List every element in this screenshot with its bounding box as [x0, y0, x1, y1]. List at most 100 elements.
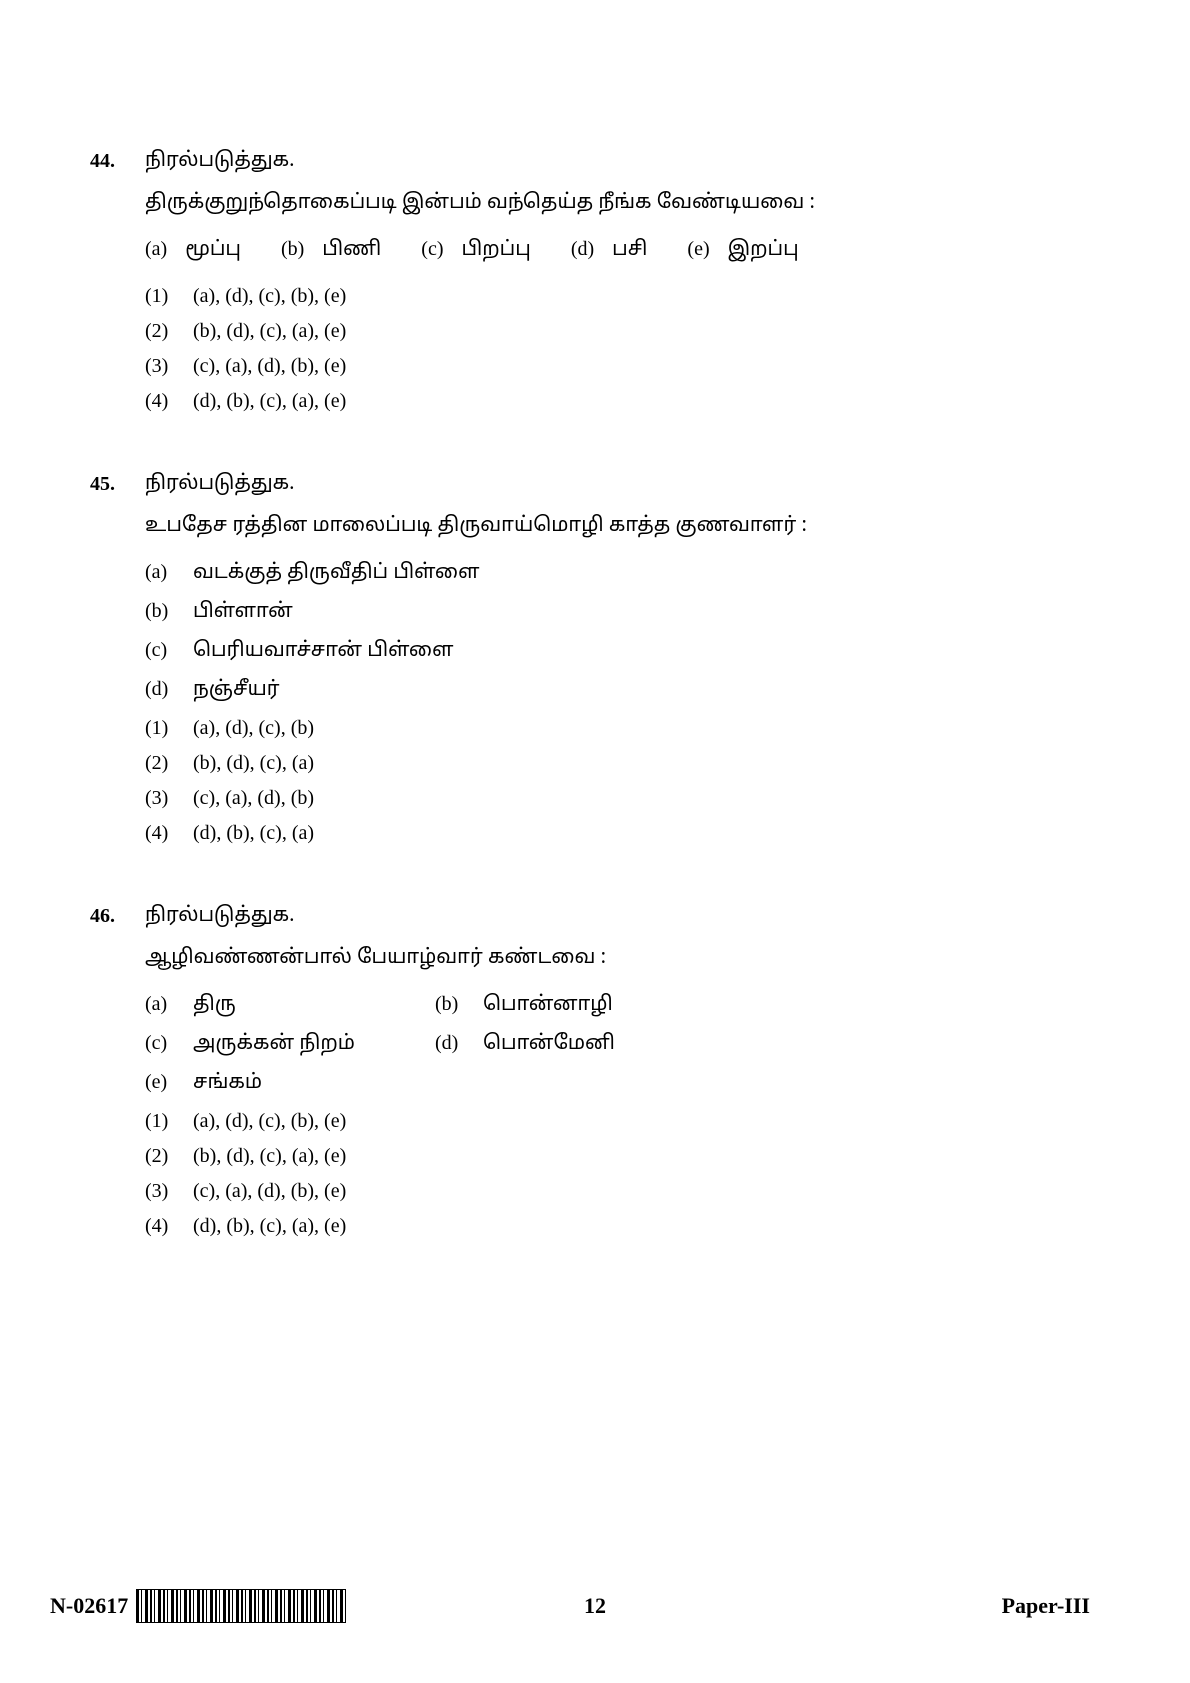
- item-text: மூப்பு: [185, 239, 241, 263]
- page-number: 12: [584, 1593, 606, 1619]
- item-a: (a) மூப்பு: [145, 238, 241, 263]
- item-row: (c) அருக்கன் நிறம் (d) பொன்மேனி: [145, 1032, 1090, 1057]
- question-number: 46.: [90, 905, 145, 928]
- answer-list: (1) (a), (d), (c), (b) (2) (b), (d), (c)…: [145, 717, 1090, 845]
- item-d: (d) பொன்மேனி: [435, 1032, 725, 1057]
- item-label: (c): [145, 639, 193, 662]
- page-footer: N-02617 12 Paper-III: [0, 1589, 1190, 1623]
- paper-label: Paper-III: [1002, 1593, 1090, 1619]
- answer-label: (2): [145, 320, 193, 343]
- item-b: (b) பிள்ளான்: [145, 600, 1090, 625]
- answer-option: (2) (b), (d), (c), (a), (e): [145, 1145, 1090, 1168]
- barcode-icon: [136, 1589, 346, 1623]
- item-text: பிள்ளான்: [193, 601, 293, 625]
- question-subtitle: திருக்குறுந்தொகைப்படி இன்பம் வந்தெய்த நீ…: [145, 192, 1090, 216]
- answer-text: (a), (d), (c), (b), (e): [193, 1110, 346, 1133]
- item-label: (c): [421, 238, 443, 261]
- item-label: (b): [145, 600, 193, 623]
- item-row: (a) திரு (b) பொன்னாழி: [145, 993, 1090, 1018]
- item-b: (b) பொன்னாழி: [435, 993, 725, 1018]
- answer-text: (c), (a), (d), (b), (e): [193, 1180, 346, 1203]
- answer-option: (4) (d), (b), (c), (a), (e): [145, 390, 1090, 413]
- item-text: வடக்குத் திருவீதிப் பிள்ளை: [193, 562, 480, 586]
- question-44: 44. நிரல்படுத்துக. திருக்குறுந்தொகைப்படி…: [90, 150, 1090, 413]
- item-e: (e) இறப்பு: [687, 238, 798, 263]
- item-label: (c): [145, 1032, 193, 1055]
- paper-code: N-02617: [50, 1593, 128, 1619]
- item-c: (c) பிறப்பு: [421, 238, 531, 263]
- item-text: சங்கம்: [193, 1072, 262, 1096]
- question-subtitle: உபதேச ரத்தின மாலைப்படி திருவாய்மொழி காத்…: [145, 515, 1090, 539]
- item-label: (a): [145, 561, 193, 584]
- question-header: 45. நிரல்படுத்துக.: [90, 473, 1090, 497]
- answer-label: (2): [145, 1145, 193, 1168]
- answer-option: (3) (c), (a), (d), (b): [145, 787, 1090, 810]
- item-label: (e): [145, 1071, 193, 1094]
- question-body: ஆழிவண்ணன்பால் பேயாழ்வார் கண்டவை : (a) தி…: [145, 947, 1090, 1238]
- item-text: பொன்னாழி: [483, 994, 613, 1018]
- item-row: (e) சங்கம்: [145, 1071, 1090, 1096]
- item-c: (c) அருக்கன் நிறம்: [145, 1032, 435, 1057]
- answer-text: (b), (d), (c), (a), (e): [193, 320, 346, 343]
- answer-label: (2): [145, 752, 193, 775]
- item-label: (d): [571, 238, 594, 261]
- item-label: (a): [145, 993, 193, 1016]
- answer-option: (2) (b), (d), (c), (a): [145, 752, 1090, 775]
- answer-label: (4): [145, 390, 193, 413]
- question-45: 45. நிரல்படுத்துக. உபதேச ரத்தின மாலைப்பட…: [90, 473, 1090, 845]
- item-text: பிணி: [322, 239, 381, 263]
- answer-text: (b), (d), (c), (a), (e): [193, 1145, 346, 1168]
- answer-label: (1): [145, 1110, 193, 1133]
- answer-option: (4) (d), (b), (c), (a): [145, 822, 1090, 845]
- item-label: (d): [435, 1032, 483, 1055]
- item-text: அருக்கன் நிறம்: [193, 1033, 355, 1057]
- question-header: 44. நிரல்படுத்துக.: [90, 150, 1090, 174]
- answer-option: (3) (c), (a), (d), (b), (e): [145, 1180, 1090, 1203]
- answer-text: (c), (a), (d), (b), (e): [193, 355, 346, 378]
- answer-text: (c), (a), (d), (b): [193, 787, 314, 810]
- answer-option: (1) (a), (d), (c), (b): [145, 717, 1090, 740]
- question-title: நிரல்படுத்துக.: [145, 905, 1090, 929]
- question-46: 46. நிரல்படுத்துக. ஆழிவண்ணன்பால் பேயாழ்வ…: [90, 905, 1090, 1238]
- item-label: (b): [281, 238, 304, 261]
- item-d: (d) பசி: [571, 238, 648, 263]
- item-label: (a): [145, 238, 167, 261]
- item-list: (a) வடக்குத் திருவீதிப் பிள்ளை (b) பிள்ள…: [145, 561, 1090, 703]
- answer-option: (1) (a), (d), (c), (b), (e): [145, 1110, 1090, 1133]
- answer-text: (d), (b), (c), (a): [193, 822, 314, 845]
- answer-label: (3): [145, 787, 193, 810]
- item-a: (a) திரு: [145, 993, 435, 1018]
- question-header: 46. நிரல்படுத்துக.: [90, 905, 1090, 929]
- answer-text: (b), (d), (c), (a): [193, 752, 314, 775]
- answer-label: (3): [145, 1180, 193, 1203]
- footer-left: N-02617: [50, 1589, 346, 1623]
- item-grid: (a) திரு (b) பொன்னாழி (c) அருக்கன் நிறம்…: [145, 993, 1090, 1096]
- item-text: பசி: [612, 239, 647, 263]
- item-label: (d): [145, 678, 193, 701]
- item-label: (e): [687, 238, 709, 261]
- answer-text: (a), (d), (c), (b): [193, 717, 314, 740]
- item-label: (b): [435, 993, 483, 1016]
- item-b: (b) பிணி: [281, 238, 381, 263]
- question-body: திருக்குறுந்தொகைப்படி இன்பம் வந்தெய்த நீ…: [145, 192, 1090, 413]
- answer-text: (d), (b), (c), (a), (e): [193, 390, 346, 413]
- answer-label: (1): [145, 717, 193, 740]
- question-subtitle: ஆழிவண்ணன்பால் பேயாழ்வார் கண்டவை :: [145, 947, 1090, 971]
- answer-label: (1): [145, 285, 193, 308]
- question-number: 45.: [90, 473, 145, 496]
- answer-list: (1) (a), (d), (c), (b), (e) (2) (b), (d)…: [145, 285, 1090, 413]
- item-d: (d) நஞ்சீயர்: [145, 678, 1090, 703]
- item-text: நஞ்சீயர்: [193, 679, 280, 703]
- answer-list: (1) (a), (d), (c), (b), (e) (2) (b), (d)…: [145, 1110, 1090, 1238]
- item-text: திரு: [193, 994, 236, 1018]
- answer-label: (3): [145, 355, 193, 378]
- item-text: இறப்பு: [728, 239, 799, 263]
- answer-text: (a), (d), (c), (b), (e): [193, 285, 346, 308]
- question-number: 44.: [90, 150, 145, 173]
- answer-option: (2) (b), (d), (c), (a), (e): [145, 320, 1090, 343]
- item-e: (e) சங்கம்: [145, 1071, 435, 1096]
- answer-option: (4) (d), (b), (c), (a), (e): [145, 1215, 1090, 1238]
- answer-label: (4): [145, 1215, 193, 1238]
- item-c: (c) பெரியவாச்சான் பிள்ளை: [145, 639, 1090, 664]
- item-a: (a) வடக்குத் திருவீதிப் பிள்ளை: [145, 561, 1090, 586]
